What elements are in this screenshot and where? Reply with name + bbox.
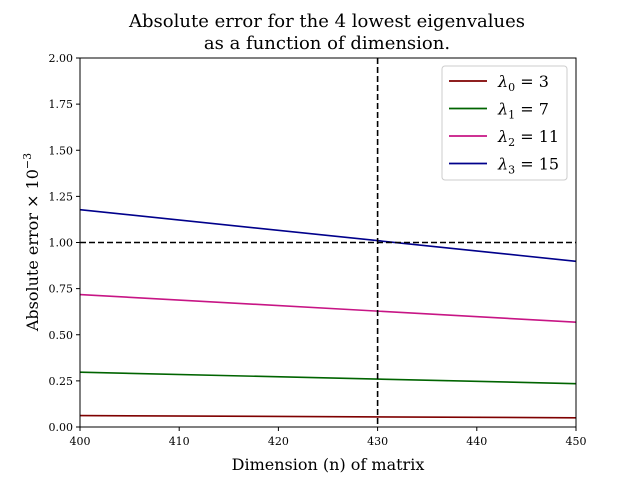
chart-title-line-2: as a function of dimension. [204, 33, 450, 54]
legend: λ0 = 3 λ1 = 7 λ2 = 11 λ3 = 15 [441, 65, 568, 181]
legend-label-lambda-3: λ3 = 15 [497, 155, 559, 177]
legend-label-lambda-2: λ2 = 11 [497, 127, 559, 149]
legend-label-lambda-1: λ1 = 7 [497, 100, 549, 122]
y-axis-label-group: Absolute error × 10−3 [21, 153, 42, 332]
legend-box [441, 65, 568, 181]
y-axis-label: Absolute error × 10−3 [21, 153, 42, 332]
plot-area: 400 410 420 430 440 450 0.00 0.25 0.50 0.75 1.00 1.… [49, 52, 587, 448]
y-axis-label-exponent: −3 [21, 153, 34, 169]
series-line-lambda-0 [79, 414, 577, 419]
y-tick-label: 0.00 [49, 421, 74, 434]
y-tick-label: 0.50 [49, 329, 74, 342]
x-tick-label: 420 [268, 435, 289, 448]
series-line-lambda-1 [79, 371, 577, 385]
y-tick-label: 2.00 [49, 52, 74, 65]
y-tick-label: 1.50 [49, 144, 74, 157]
x-axis-label: Dimension (n) of matrix [232, 455, 425, 474]
y-tick-label: 0.75 [49, 283, 74, 296]
x-tick-label: 450 [566, 435, 587, 448]
x-tick-label: 400 [70, 435, 91, 448]
y-tick-label: 0.25 [49, 375, 74, 388]
series-line-lambda-2 [79, 293, 577, 324]
x-tick-label: 410 [169, 435, 190, 448]
series-line-lambda-3 [79, 208, 577, 263]
y-tick-label: 1.75 [49, 98, 74, 111]
chart-title-line-1: Absolute error for the 4 lowest eigenval… [128, 11, 525, 32]
legend-label-lambda-0: λ0 = 3 [497, 72, 549, 94]
y-tick-label: 1.25 [49, 190, 74, 203]
x-tick-label: 430 [367, 435, 388, 448]
y-tick-label: 1.00 [49, 237, 74, 250]
y-axis-label-text: Absolute error × 10 [23, 169, 42, 332]
x-tick-label: 440 [466, 435, 487, 448]
